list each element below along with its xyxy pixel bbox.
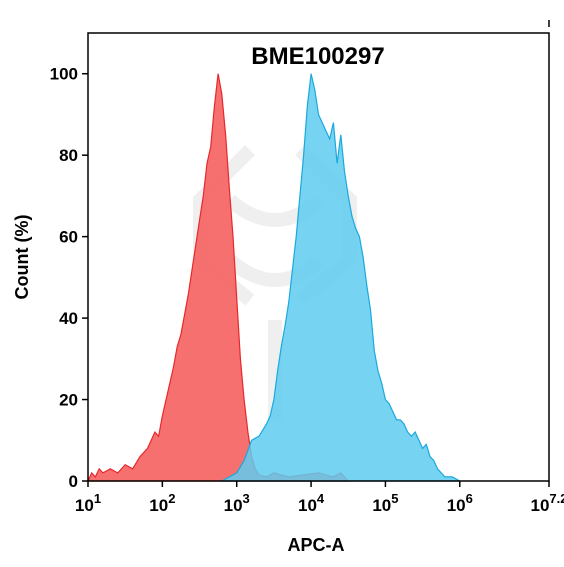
y-axis-ticks: 0 20 40 60 80 100 — [50, 65, 88, 491]
x-tick-label: 105 — [372, 491, 398, 515]
x-tick-label: 102 — [149, 491, 175, 515]
x-axis-ticks: 101 102 103 104 105 106 107.2 — [75, 481, 564, 515]
x-tick-label: 104 — [298, 491, 325, 515]
chart-title: BME100297 — [251, 43, 384, 70]
series-layer — [87, 73, 461, 482]
y-tick-label: 40 — [59, 309, 78, 328]
y-tick-label: 100 — [50, 65, 78, 84]
y-tick-label: 20 — [59, 391, 78, 410]
y-tick-label: 80 — [59, 146, 78, 165]
series-area-blue — [221, 73, 461, 482]
y-axis-label: Count (%) — [12, 215, 32, 300]
y-tick-label: 60 — [59, 228, 78, 247]
x-axis-label: APC-A — [288, 535, 345, 555]
x-tick-label: 107.2 — [531, 491, 564, 515]
x-tick-label: 101 — [75, 491, 101, 515]
y-tick-label: 0 — [69, 472, 78, 491]
plot-frame — [87, 32, 550, 482]
x-tick-label: 106 — [447, 491, 473, 515]
x-tick-label: 103 — [224, 491, 250, 515]
